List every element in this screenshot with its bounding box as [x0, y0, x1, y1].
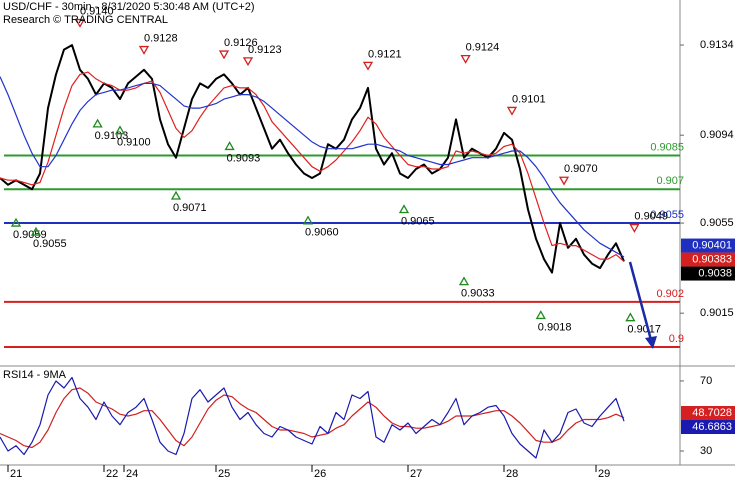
low-label: 0.9103	[95, 130, 129, 142]
high-label: 0.9140	[80, 5, 114, 17]
x-tick-label: 29	[598, 468, 610, 480]
low-marker	[170, 190, 182, 200]
low-label: 0.9055	[33, 238, 67, 250]
x-tick-label: 26	[314, 468, 326, 480]
low-marker	[92, 118, 103, 128]
high-marker	[629, 223, 640, 233]
series-line	[0, 387, 625, 449]
low-label: 0.9060	[305, 227, 339, 239]
value-box	[681, 406, 735, 421]
low-label: 0.9017	[627, 324, 661, 336]
value-box-label: 0.90383	[692, 253, 732, 265]
plot-layer: 0.9134 0.9094 0.9055 0.9015 0.9085 0.907 0.905…	[0, 5, 735, 480]
series-line	[0, 76, 625, 258]
y-tick-label: 0.9134	[700, 39, 734, 51]
value-box	[681, 238, 735, 253]
x-tick-label: 25	[218, 468, 230, 480]
value-box	[681, 420, 735, 435]
value-box	[681, 252, 735, 267]
high-marker	[506, 106, 518, 116]
chart-subtitle: Research © TRADING CENTRAL	[3, 14, 168, 26]
y-tick-label: 30	[700, 445, 712, 457]
low-label: 0.9018	[538, 321, 572, 333]
x-tick-label: 22	[106, 468, 118, 480]
y-tick-label: 0.9094	[700, 129, 734, 141]
level-label: 0.907	[656, 175, 684, 187]
low-marker	[398, 204, 410, 214]
y-tick-label: 0.9015	[700, 307, 734, 319]
high-marker	[460, 54, 471, 64]
low-marker	[458, 276, 470, 286]
high-marker	[138, 45, 150, 55]
low-label: 0.9100	[117, 137, 151, 149]
value-box	[681, 266, 735, 281]
value-box-label: 0.9038	[698, 267, 732, 279]
low-marker	[535, 310, 546, 320]
high-marker	[362, 61, 374, 71]
level-label: 0.902	[656, 288, 684, 300]
high-label: 0.9123	[248, 44, 282, 56]
high-marker	[242, 57, 254, 67]
x-tick-label: 27	[410, 468, 422, 480]
high-label: 0.9101	[512, 93, 546, 105]
y-tick-label: 70	[700, 375, 712, 387]
low-marker	[30, 226, 42, 236]
high-marker	[558, 176, 570, 186]
high-label: 0.9126	[224, 37, 258, 49]
y-tick-label: 0.9055	[700, 217, 734, 229]
x-tick-label: 21	[10, 468, 22, 480]
low-label: 0.9033	[461, 288, 495, 300]
high-label: 0.9124	[466, 41, 500, 53]
high-label: 0.9121	[368, 48, 402, 60]
low-marker	[224, 141, 235, 151]
value-box-label: 48.7028	[692, 407, 732, 419]
level-label: 0.9085	[650, 141, 684, 153]
rsi-title: RSI14 - 9MA	[3, 369, 67, 381]
low-marker	[625, 312, 636, 322]
series-line	[0, 376, 625, 459]
low-marker	[114, 125, 126, 135]
x-tick-label: 24	[126, 468, 138, 480]
high-label: 0.9128	[144, 32, 178, 44]
level-label: 0.9	[669, 333, 684, 345]
low-label: 0.9071	[173, 202, 207, 214]
low-label: 0.9093	[227, 152, 261, 164]
low-label: 0.9065	[401, 215, 435, 227]
forecast-arrow	[628, 261, 653, 341]
value-box-label: 0.90401	[692, 239, 732, 251]
series-line	[0, 71, 625, 262]
chart-title: USD/CHF - 30min - 8/31/2020 5:30:48 AM (…	[3, 1, 255, 13]
high-marker	[74, 18, 86, 28]
low-marker	[302, 215, 314, 225]
low-marker	[10, 217, 22, 227]
level-label: 0.9055	[650, 209, 684, 221]
value-box-label: 46.6863	[692, 421, 732, 433]
forecast-arrow-head	[645, 336, 657, 349]
high-marker	[218, 50, 230, 60]
x-tick-label: 28	[506, 468, 518, 480]
high-label: 0.9049	[634, 210, 668, 222]
high-label: 0.9070	[564, 163, 598, 175]
